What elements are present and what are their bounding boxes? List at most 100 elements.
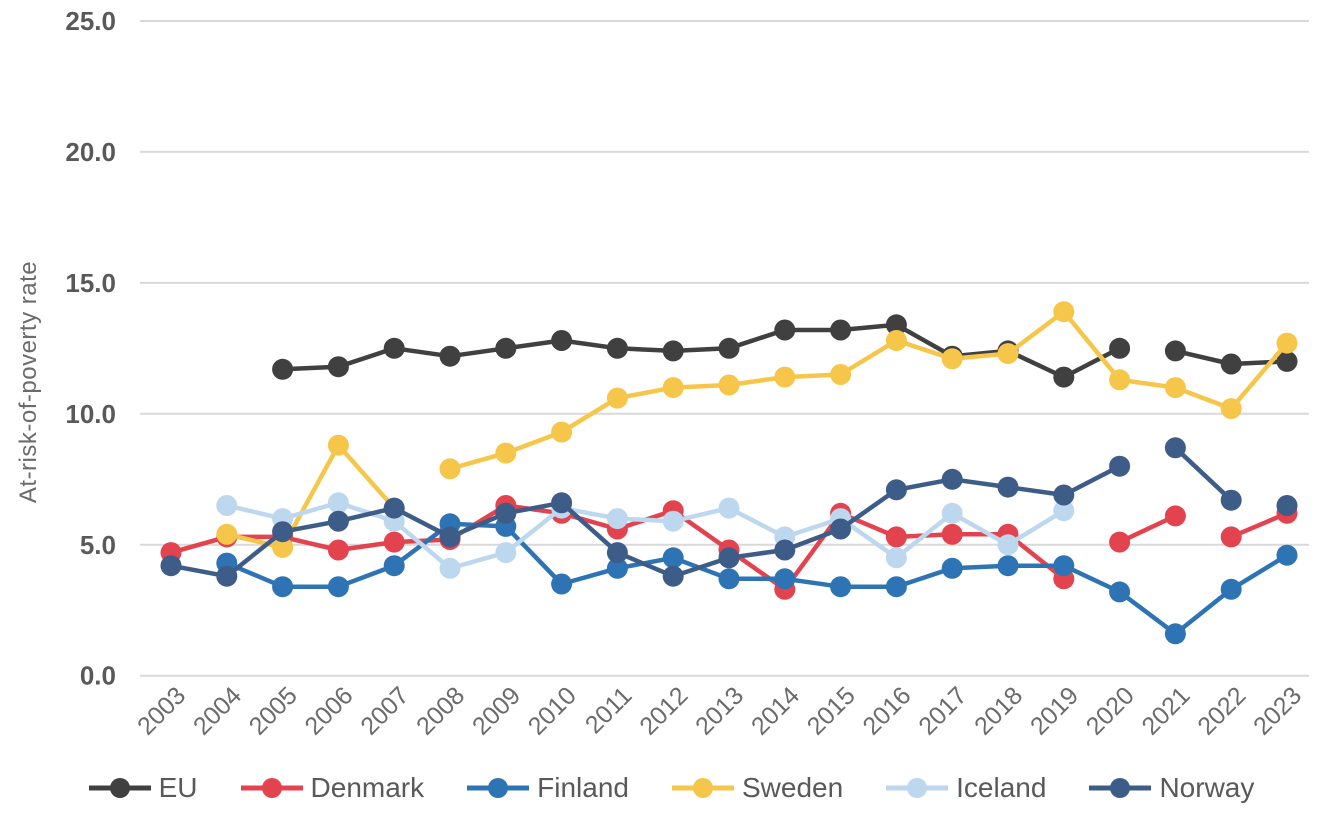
point-eu-2022 — [1220, 353, 1242, 375]
x-tick-label: 2017 — [913, 681, 972, 740]
legend-item-denmark: Denmark — [240, 772, 424, 804]
legend-marker-iceland-icon — [886, 778, 949, 798]
point-norway-2011 — [606, 542, 628, 564]
x-tick-label: 2010 — [523, 681, 582, 740]
legend-dot — [1110, 778, 1131, 798]
point-iceland-2008 — [439, 557, 461, 579]
point-norway-2010 — [551, 492, 573, 514]
point-sweden-2014 — [774, 366, 796, 388]
point-denmark-2006 — [327, 539, 349, 561]
point-finland-2015 — [830, 576, 852, 598]
legend-label-iceland: Iceland — [956, 772, 1047, 803]
point-denmark-2017 — [941, 523, 963, 545]
x-tick-label: 2022 — [1192, 681, 1251, 740]
point-eu-2015 — [830, 319, 852, 341]
point-sweden-2011 — [606, 387, 628, 409]
legend-marker-denmark-icon — [240, 778, 303, 798]
point-iceland-2004 — [216, 495, 238, 516]
point-finland-2006 — [327, 576, 349, 598]
x-tick-label: 2006 — [300, 681, 359, 740]
point-sweden-2021 — [1164, 377, 1186, 399]
legend-item-eu: EU — [88, 772, 198, 804]
point-iceland-2016 — [885, 547, 907, 569]
point-sweden-2018 — [997, 343, 1019, 365]
x-tick-label: 2013 — [690, 681, 749, 740]
point-sweden-2020 — [1109, 369, 1131, 391]
y-axis-tick-labels: 0.0 5.0 10.0 15.0 20.0 25.0 — [65, 6, 116, 691]
x-tick-label: 2011 — [580, 681, 638, 739]
point-eu-2011 — [606, 337, 628, 359]
point-norway-2016 — [885, 479, 907, 501]
x-tick-label: 2012 — [634, 681, 693, 740]
point-norway-2005 — [272, 521, 294, 543]
point-sweden-2013 — [718, 374, 740, 396]
legend-label-norway: Norway — [1159, 772, 1255, 803]
legend-item-sweden: Sweden — [671, 772, 843, 804]
point-norway-2017 — [941, 468, 963, 490]
point-finland-2014 — [774, 568, 796, 590]
legend-dot — [692, 778, 713, 798]
point-norway-2003 — [160, 555, 182, 577]
point-norway-2020 — [1109, 455, 1131, 477]
point-finland-2012 — [662, 547, 684, 569]
point-iceland-2011 — [606, 508, 628, 530]
point-eu-2020 — [1109, 337, 1131, 359]
point-finland-2021 — [1164, 623, 1186, 645]
point-eu-2009 — [495, 337, 517, 359]
series-iceland — [216, 492, 1075, 579]
x-tick-label: 2003 — [132, 681, 191, 740]
point-finland-2022 — [1220, 578, 1242, 600]
point-sweden-2016 — [885, 330, 907, 351]
point-finland-2011 — [606, 557, 628, 579]
point-eu-2006 — [327, 356, 349, 378]
x-tick-label: 2007 — [355, 681, 414, 740]
legend-label-finland: Finland — [537, 772, 629, 803]
legend-marker-eu-icon — [88, 778, 151, 798]
x-tick-label: 2009 — [467, 681, 526, 740]
series-line-sweden — [226, 309, 1289, 550]
y-tick-label: 20.0 — [65, 137, 116, 167]
point-finland-2005 — [272, 576, 294, 598]
x-tick-label: 2014 — [746, 681, 805, 740]
legend-label-sweden: Sweden — [741, 772, 844, 803]
point-eu-2019 — [1053, 366, 1075, 388]
point-eu-2021 — [1164, 340, 1186, 362]
legend-dot — [488, 778, 509, 798]
point-sweden-2009 — [495, 442, 517, 464]
point-finland-2010 — [551, 573, 573, 595]
point-finland-2018 — [997, 555, 1019, 577]
y-tick-label: 10.0 — [65, 399, 116, 429]
x-tick-label: 2008 — [411, 681, 470, 740]
series-line-iceland — [226, 500, 1065, 571]
point-sweden-2010 — [551, 421, 573, 443]
point-eu-2012 — [662, 340, 684, 362]
point-iceland-2009 — [495, 542, 517, 564]
point-sweden-2022 — [1220, 398, 1242, 420]
point-sweden-2006 — [327, 434, 349, 456]
legend-marker-sweden-icon — [671, 778, 734, 798]
point-finland-2013 — [718, 568, 740, 590]
point-eu-2023 — [1276, 350, 1298, 372]
x-tick-label: 2019 — [1025, 681, 1084, 740]
x-tick-label: 2005 — [244, 681, 303, 740]
legend-dot — [907, 778, 928, 798]
point-norway-2022 — [1220, 489, 1242, 511]
point-norway-2014 — [774, 539, 796, 561]
point-norway-2008 — [439, 526, 461, 548]
legend-item-finland: Finland — [466, 772, 629, 804]
point-finland-2020 — [1109, 581, 1131, 603]
point-eu-2005 — [272, 358, 294, 380]
point-eu-2016 — [885, 314, 907, 336]
point-sweden-2004 — [216, 523, 238, 545]
point-sweden-2019 — [1053, 301, 1075, 323]
point-norway-2009 — [495, 502, 517, 524]
point-sweden-2023 — [1276, 332, 1298, 354]
x-tick-label: 2015 — [802, 681, 861, 740]
x-tick-label: 2023 — [1248, 681, 1307, 740]
legend-marker-norway-icon — [1089, 778, 1152, 798]
y-tick-label: 15.0 — [65, 268, 116, 298]
point-norway-2018 — [997, 476, 1019, 498]
point-norway-2019 — [1053, 484, 1075, 506]
point-finland-2007 — [383, 555, 405, 577]
